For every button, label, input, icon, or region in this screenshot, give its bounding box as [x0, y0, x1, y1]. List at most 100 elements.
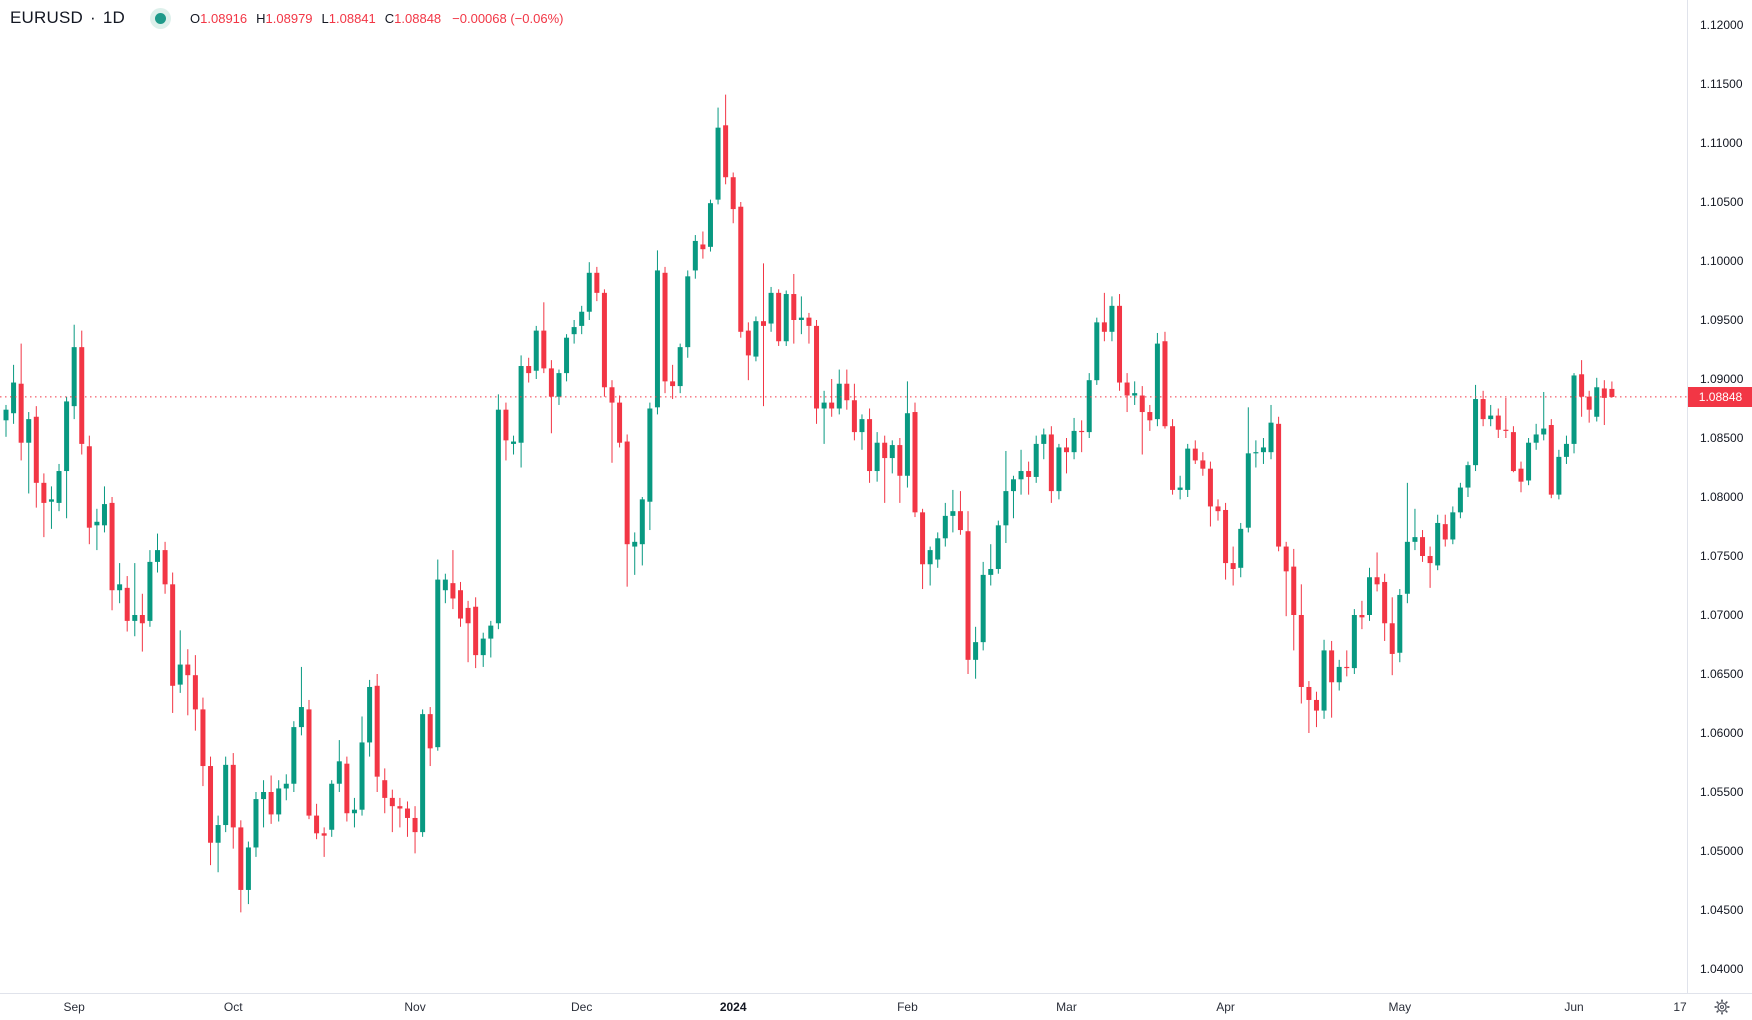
candle-body — [1018, 471, 1024, 480]
candle-body — [1427, 556, 1433, 564]
candle-wick — [1028, 461, 1030, 495]
candle-wick — [43, 473, 45, 538]
candle-wick — [990, 544, 992, 586]
candle-body — [200, 709, 206, 767]
price-axis[interactable]: 1.08848 1.12000 1.11500 1.11000 1.10500 1.10… — [1687, 0, 1752, 993]
candle-body — [950, 511, 956, 516]
candle-body — [1457, 487, 1463, 513]
candle-body — [654, 270, 660, 408]
candle-body — [738, 206, 744, 332]
candle-body — [745, 330, 751, 356]
candle-body — [1579, 374, 1585, 397]
candle-body — [1268, 422, 1274, 453]
candle-wick — [763, 263, 764, 407]
candle-wick — [1081, 420, 1083, 453]
candle-body — [768, 292, 774, 324]
time-axis[interactable]: Sep Oct Nov Dec 2024 Feb Mar Apr May Jun 17 — [0, 993, 1752, 1020]
candle-body — [1010, 479, 1016, 492]
candle-body — [298, 707, 304, 728]
price-axis-tick: 1.07500 — [1700, 549, 1744, 563]
candle-body — [609, 387, 615, 403]
candle-wick — [1505, 397, 1507, 438]
ohlc-high: H1.08979 — [256, 10, 313, 26]
last-price-label: 1.08848 — [1688, 386, 1752, 407]
candle-body — [844, 383, 850, 401]
price-axis-tick: 1.07000 — [1700, 608, 1744, 622]
candle-body — [503, 409, 509, 441]
candle-body — [253, 799, 259, 848]
candle-wick — [1134, 381, 1136, 405]
candle-body — [1139, 395, 1145, 413]
candle-body — [1003, 491, 1009, 526]
candlestick-chart-surface[interactable] — [0, 0, 1687, 993]
candle-body — [162, 550, 168, 585]
ohlc-open: O1.08916 — [190, 10, 248, 26]
candle-body — [306, 709, 312, 816]
candle-body — [283, 783, 289, 789]
candle-wick — [263, 780, 265, 828]
candle-body — [579, 311, 585, 326]
candle-body — [1473, 399, 1479, 466]
candle-body — [564, 337, 570, 374]
candle-body — [344, 763, 350, 814]
candle-body — [904, 413, 910, 476]
candle-wick — [823, 390, 825, 444]
candle-body — [723, 125, 729, 178]
candle-body — [215, 825, 221, 843]
candle-body — [1033, 443, 1039, 477]
candle-body — [1571, 375, 1577, 444]
candle-body — [1177, 487, 1183, 490]
candle-body — [48, 499, 54, 502]
candle-body — [1533, 434, 1539, 443]
candle-body — [192, 675, 198, 710]
price-axis-tick: 1.04500 — [1700, 903, 1744, 917]
time-axis-tick-sep: Sep — [63, 1000, 85, 1014]
candle-wick — [391, 789, 393, 833]
candle-body — [1541, 428, 1547, 435]
candle-body — [624, 441, 630, 545]
candle-body — [1215, 506, 1221, 512]
candle-body — [238, 827, 244, 890]
candle-body — [889, 445, 895, 459]
candle-body — [874, 442, 880, 472]
candle-wick — [28, 412, 30, 494]
candle-body — [548, 368, 554, 397]
candle-body — [480, 638, 486, 656]
candle-body — [41, 482, 47, 503]
candle-body — [1420, 537, 1426, 556]
candle-body — [882, 442, 888, 459]
candle-body — [1556, 456, 1562, 495]
candle-body — [677, 347, 683, 387]
candle-body — [1154, 343, 1160, 420]
candle-body — [1382, 581, 1388, 624]
candle-body — [1503, 429, 1509, 431]
candle-wick — [1543, 391, 1545, 441]
candle-body — [533, 330, 539, 371]
candle-body — [1109, 305, 1115, 332]
candle-body — [1510, 432, 1516, 472]
price-axis-tick: 1.05000 — [1700, 844, 1744, 858]
candle-body — [1306, 686, 1312, 700]
candle-body — [1132, 393, 1138, 396]
candle-body — [798, 317, 804, 320]
candle-body — [18, 383, 24, 443]
symbol-name[interactable]: EURUSD — [10, 8, 83, 27]
candle-body — [821, 402, 827, 409]
time-axis-tick-feb: Feb — [897, 1000, 918, 1014]
candle-body — [109, 502, 115, 591]
candle-body — [245, 847, 251, 890]
candle-body — [291, 727, 297, 784]
candle-wick — [300, 666, 302, 736]
time-axis-tick-17: 17 — [1673, 1000, 1687, 1014]
candle-wick — [217, 815, 219, 873]
candle-body — [1404, 541, 1410, 594]
candle-wick — [1603, 380, 1605, 426]
candle-body — [1026, 471, 1032, 477]
candle-wick — [1103, 292, 1105, 342]
timeframe-label[interactable]: 1D — [102, 8, 126, 27]
candle-body — [427, 714, 433, 749]
candle-body — [94, 521, 100, 526]
chart-settings-button[interactable] — [1706, 995, 1738, 1019]
candle-body — [124, 587, 130, 621]
candle-body — [632, 541, 638, 547]
